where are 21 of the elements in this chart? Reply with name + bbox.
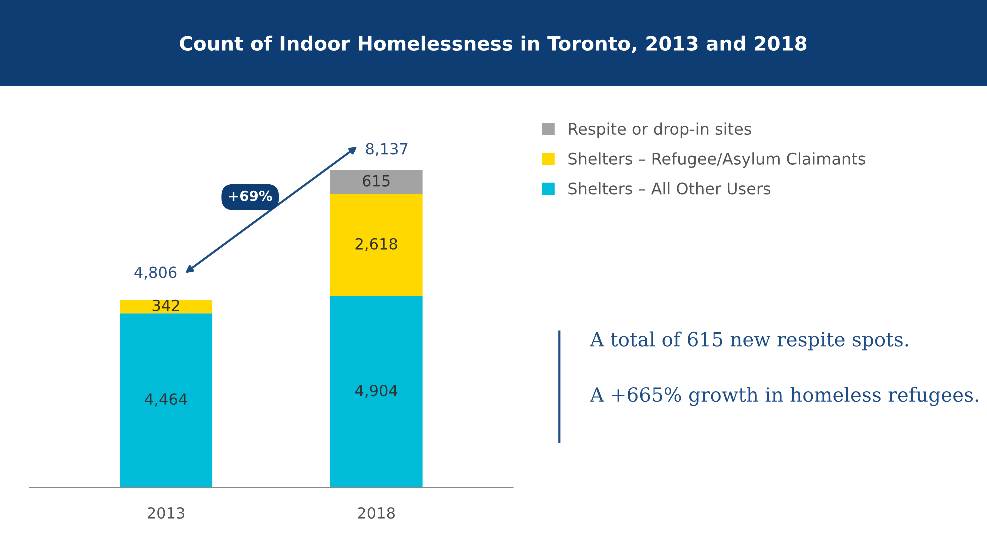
x-tick-label: 2018 [358,507,395,520]
bar [330,296,423,488]
text: A total of 615 new respite spots. [590,332,908,351]
chart-title: Count of Indoor Homelessness in Toronto, 2013 and 2018 [180,36,807,54]
legend-label: Shelters – Refugee/Asylum Claimants [568,152,866,168]
data-label: 4,904 [355,385,398,398]
legend-label: Shelters – All Other Users [568,182,771,195]
bar [330,194,423,297]
annotation: +69% [229,190,272,202]
data-label: 342 [152,300,180,312]
data-label: 615 [363,175,390,187]
data-label: 2,618 [356,238,398,252]
total-label: 4,806 [134,266,177,280]
text: A +665% growth in homeless refugees. [590,387,978,406]
bar [120,300,213,314]
data-label: 4,464 [145,394,188,407]
bar [330,170,423,194]
bar [120,314,213,488]
x-tick-label: 2013 [148,507,185,520]
total-label: 8,137 [366,143,408,156]
legend-label: Respite or drop-in sites [569,122,752,138]
